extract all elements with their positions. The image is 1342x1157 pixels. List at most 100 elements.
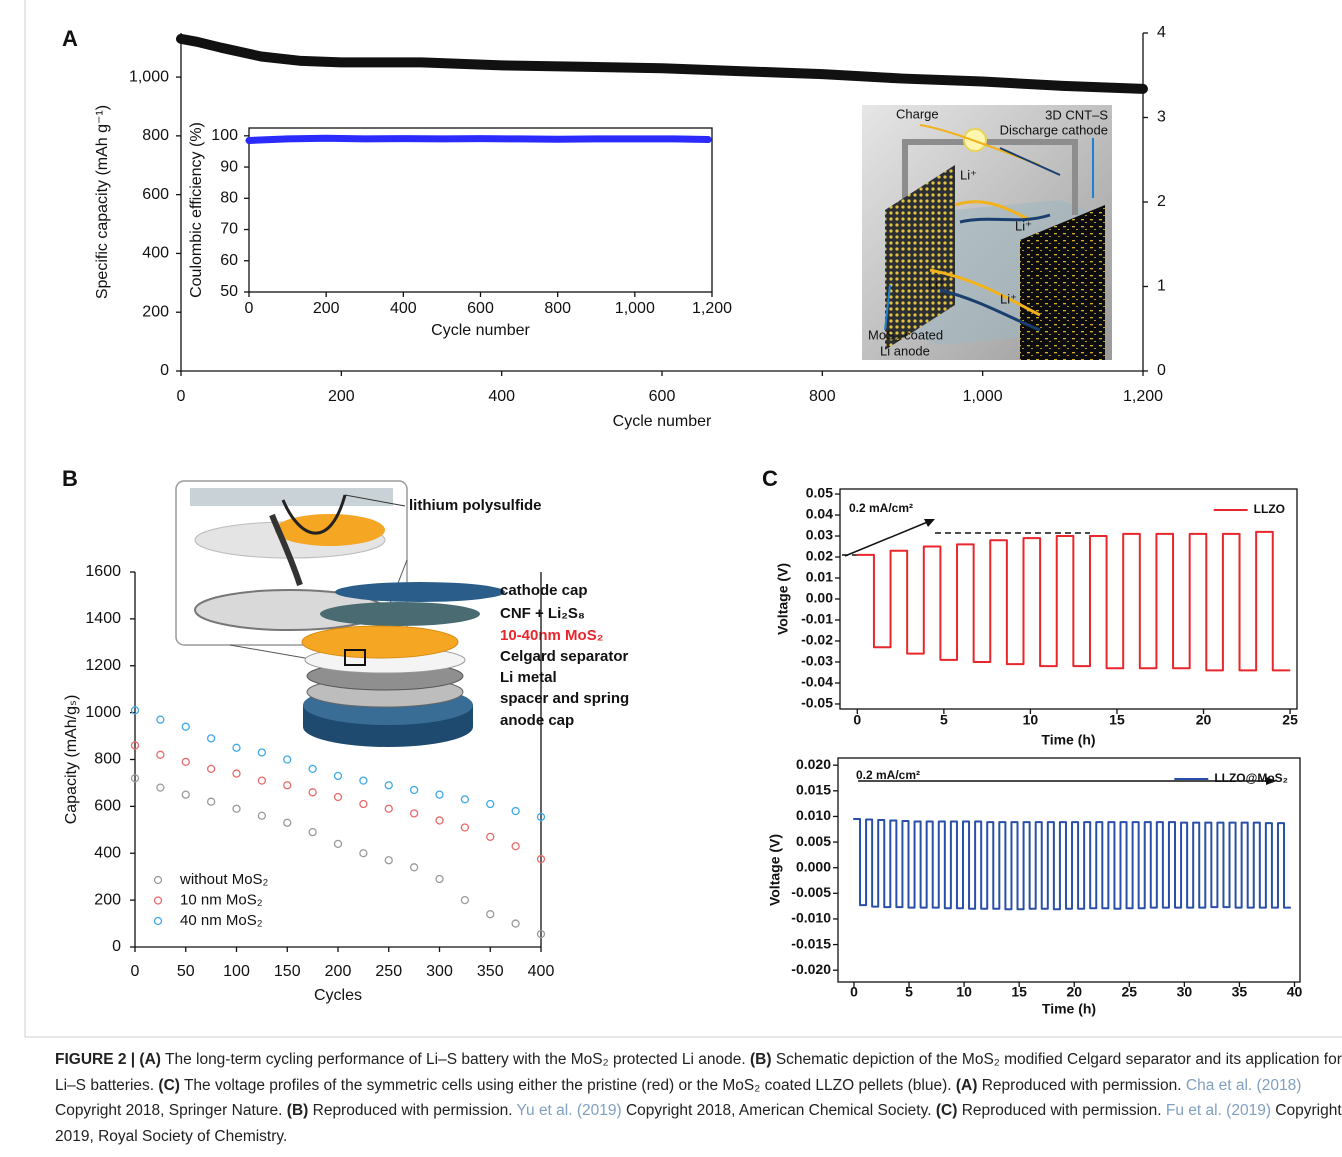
data-point — [409, 863, 419, 872]
data-line — [176, 33, 1148, 94]
y-axis-label: Voltage (V) — [767, 834, 783, 906]
caption-text: Schematic depiction of the MoS₂ modified… — [55, 1051, 1342, 1094]
x-tick-label: 100 — [223, 963, 250, 980]
x-tick-label: 25 — [1122, 984, 1138, 1000]
data-point — [283, 755, 292, 764]
citation-link[interactable]: Cha et al. (2018) — [1185, 1076, 1302, 1094]
y-tick-label: 100 — [211, 127, 238, 144]
data-point — [257, 748, 267, 757]
x-tick-label: 10 — [1023, 712, 1039, 728]
legend-label: LLZO@MoS₂ — [1214, 771, 1288, 785]
legend-marker — [153, 875, 163, 885]
data-point — [460, 795, 470, 804]
layer-label: Celgard separator — [500, 648, 629, 665]
x-tick-label: 1,200 — [1123, 388, 1163, 405]
layer-label: Li metal — [500, 669, 557, 686]
data-point — [130, 774, 140, 783]
caption-text: Reproduced with permission. — [312, 1102, 513, 1120]
data-point — [232, 743, 241, 752]
cathode — [1020, 205, 1105, 360]
panel-label: C — [762, 466, 778, 491]
y-tick-label: 1600 — [85, 563, 121, 580]
data-point — [435, 816, 444, 825]
legend-label: LLZO — [1254, 502, 1285, 516]
cnf-layer — [320, 602, 480, 626]
anode — [885, 165, 955, 350]
pointer — [344, 494, 406, 507]
x-tick-label: 400 — [528, 963, 555, 980]
label: MoS₂-coated — [868, 327, 943, 342]
annotation: 0.2 mA/cm² — [849, 501, 913, 515]
y-tick-label: 0.010 — [796, 807, 831, 823]
data-point — [156, 783, 165, 792]
data-line — [852, 817, 1292, 911]
arrowhead — [924, 519, 935, 527]
layer-label: cathode cap — [500, 582, 588, 599]
data-point — [333, 771, 343, 781]
data-point — [308, 828, 317, 837]
caption-text: Copyright 2019, Royal Society of Chemist… — [55, 1102, 1342, 1145]
y-tick-label: 0.01 — [806, 569, 833, 585]
data-point — [130, 741, 140, 750]
x-tick-label: 600 — [467, 300, 494, 317]
plot-frame — [248, 127, 713, 293]
y-tick-label: 0.05 — [806, 485, 833, 501]
x-tick-label: 5 — [905, 984, 913, 1000]
x-tick-label: 25 — [1282, 712, 1298, 728]
legend-label: without MoS₂ — [179, 871, 269, 888]
data-point — [384, 781, 393, 790]
y-tick-label: 0.04 — [806, 506, 833, 522]
citation-link[interactable]: Fu et al. (2019) — [1165, 1102, 1271, 1120]
y-tick-label: -0.03 — [801, 653, 833, 669]
y-tick-label: 400 — [94, 844, 121, 861]
x-tick-label: 20 — [1196, 712, 1212, 728]
arrow — [939, 288, 1041, 332]
y-tick-label: 1200 — [85, 657, 121, 674]
layer-label: spacer and spring — [500, 690, 629, 707]
data-point — [232, 769, 241, 778]
schematic-b — [175, 480, 505, 747]
label: Li⁺ — [1000, 291, 1017, 306]
caption: FIGURE 2 | (A) The long-term cycling per… — [55, 1047, 1342, 1149]
x-tick-label: 15 — [1011, 984, 1027, 1000]
data-point — [130, 706, 140, 715]
data-point — [536, 929, 546, 939]
data-point — [409, 809, 419, 818]
y-axis-label: Capacity (mAh/gₛ) — [63, 695, 80, 825]
y-tick-label: -0.05 — [801, 695, 833, 711]
data-point — [536, 812, 546, 822]
data-point — [486, 832, 495, 841]
legend-label: 10 nm MoS₂ — [180, 891, 263, 908]
caption-text: Reproduced with permission. — [961, 1102, 1162, 1120]
y2-tick-label: 1 — [1157, 278, 1166, 295]
data-point — [257, 811, 267, 820]
y-tick-label: 1,000 — [129, 68, 169, 85]
data-point — [333, 839, 343, 849]
data-point — [460, 895, 470, 905]
annotation: 0.2 mA/cm² — [856, 768, 920, 782]
caption-text: The voltage profiles of the symmetric ce… — [183, 1076, 952, 1094]
x-tick-label: 200 — [328, 388, 355, 405]
data-point — [460, 823, 470, 832]
y-tick-label: 60 — [220, 252, 238, 269]
data-point — [232, 804, 241, 813]
caption-bold: (B) — [749, 1051, 772, 1068]
y-tick-label: -0.015 — [791, 935, 831, 951]
figure: Charge 3D CNT–S Discharge cathode Li⁺ Li… — [24, 0, 1342, 1038]
citation-link[interactable]: Yu et al. (2019) — [516, 1102, 622, 1120]
caption-bold: FIGURE 2 | (A) — [55, 1051, 161, 1068]
data-point — [511, 842, 520, 851]
data-line — [856, 530, 1291, 672]
x-axis-label: Time (h) — [1041, 732, 1095, 748]
data-point — [486, 799, 495, 809]
x-tick-label: 0 — [131, 963, 140, 980]
x-tick-label: 800 — [544, 300, 571, 317]
caption-text: Copyright 2018, American Chemical Societ… — [625, 1102, 932, 1120]
data-point — [384, 856, 393, 865]
y-tick-label: 50 — [220, 283, 238, 300]
arrow — [281, 494, 347, 535]
data-line — [245, 134, 712, 144]
y-tick-label: 0 — [160, 362, 169, 379]
caption-bold: (C) — [158, 1076, 180, 1094]
y2-tick-label: 2 — [1157, 193, 1166, 210]
